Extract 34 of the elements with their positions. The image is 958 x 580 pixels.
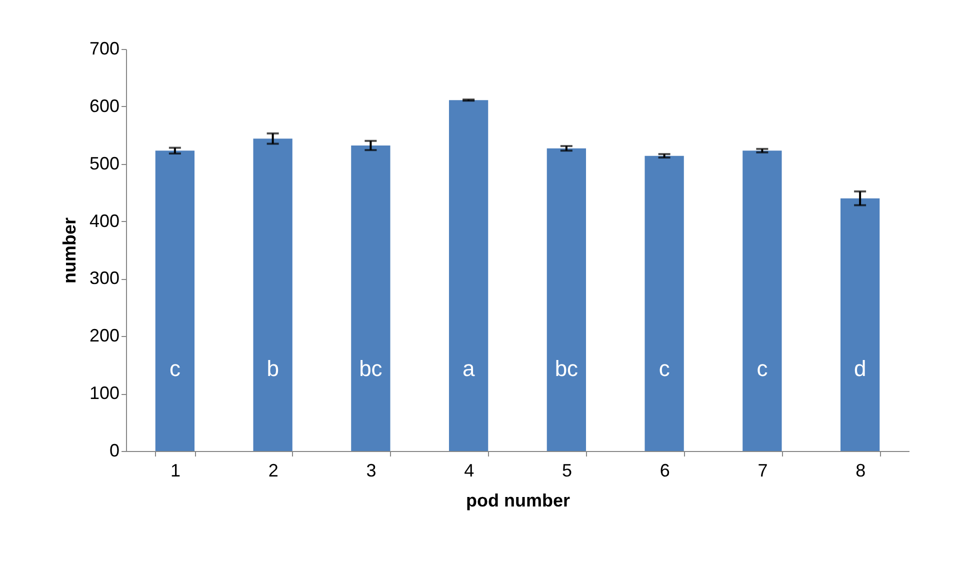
- bar: [742, 150, 782, 451]
- x-tick-label: 5: [562, 460, 572, 480]
- annotation: bc: [359, 356, 382, 381]
- annotation: c: [756, 356, 768, 381]
- annotation: b: [266, 356, 279, 381]
- bar: [155, 150, 195, 451]
- y-tick-label: 300: [89, 268, 120, 288]
- y-tick-label: 700: [89, 38, 120, 58]
- bar: [253, 138, 292, 451]
- y-tick-label: 200: [89, 326, 120, 346]
- annotation: d: [854, 356, 866, 381]
- annotation: c: [169, 356, 180, 381]
- bar: [546, 148, 586, 451]
- x-tick-label: 8: [856, 460, 866, 480]
- y-tick-label: 100: [89, 383, 120, 404]
- x-tick-label: 2: [268, 460, 278, 480]
- x-tick-label: 1: [170, 460, 180, 480]
- annotation: c: [658, 356, 670, 381]
- x-tick-label: 6: [660, 460, 670, 480]
- bar: [448, 100, 488, 451]
- y-tick-label: 400: [89, 210, 120, 231]
- x-tick-label: 3: [366, 460, 376, 480]
- y-tick-label: 0: [109, 440, 120, 460]
- y-tick-label: 500: [89, 153, 120, 174]
- x-tick-label: 7: [758, 460, 768, 480]
- x-tick-label: 4: [464, 460, 474, 480]
- bar: [351, 145, 390, 451]
- x-axis-title: pod number: [466, 490, 570, 510]
- y-axis-title: number: [59, 217, 80, 284]
- annotation: a: [462, 356, 476, 381]
- y-tick-label: 600: [89, 96, 120, 116]
- annotation: bc: [554, 356, 578, 381]
- bar: [840, 198, 880, 451]
- bar: [644, 156, 684, 451]
